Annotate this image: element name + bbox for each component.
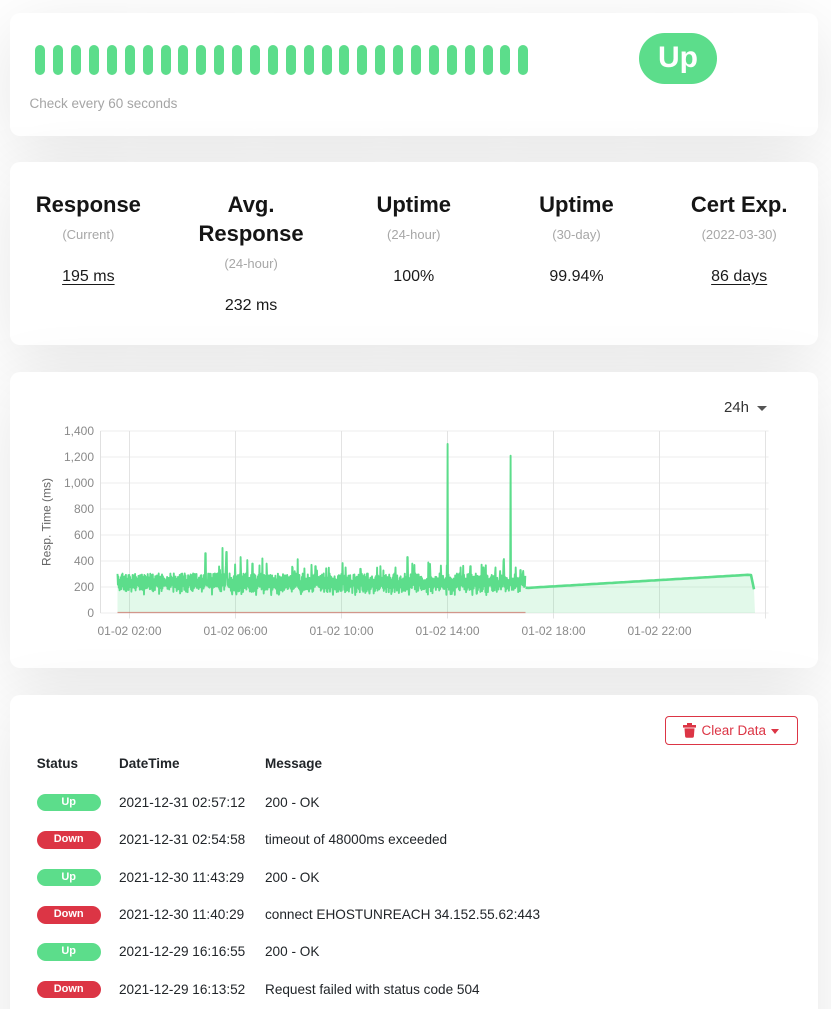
svg-text:400: 400 <box>73 554 93 568</box>
svg-text:01-02 22:00: 01-02 22:00 <box>627 624 691 638</box>
svg-text:600: 600 <box>73 528 93 542</box>
svg-text:01-02 18:00: 01-02 18:00 <box>521 624 585 638</box>
svg-text:Resp. Time (ms): Resp. Time (ms) <box>39 478 53 566</box>
svg-text:01-02 06:00: 01-02 06:00 <box>203 624 267 638</box>
svg-text:1,000: 1,000 <box>63 476 93 490</box>
svg-text:01-02 14:00: 01-02 14:00 <box>415 624 479 638</box>
svg-text:0: 0 <box>87 606 94 620</box>
svg-text:1,200: 1,200 <box>63 450 93 464</box>
svg-text:01-02 10:00: 01-02 10:00 <box>309 624 373 638</box>
svg-text:200: 200 <box>73 580 93 594</box>
svg-text:800: 800 <box>73 502 93 516</box>
svg-text:01-02 02:00: 01-02 02:00 <box>97 624 161 638</box>
svg-text:1,400: 1,400 <box>63 424 93 438</box>
